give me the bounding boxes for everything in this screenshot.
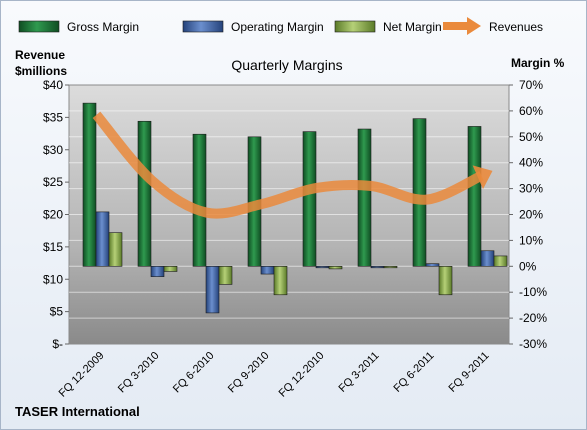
left-tick-label: $30 xyxy=(43,143,63,157)
bar-gross-margin xyxy=(82,102,97,267)
bar-net-margin xyxy=(493,255,508,267)
legend-arrow-swatch xyxy=(467,17,481,35)
bar-operating-margin xyxy=(315,265,330,269)
category-label: FQ 9-2011 xyxy=(447,350,492,395)
bar-operating-margin xyxy=(260,265,275,275)
right-tick-label: -20% xyxy=(519,311,547,325)
bar-gross-margin xyxy=(412,118,427,267)
left-axis-label-line2: $millions xyxy=(15,64,67,78)
right-tick-label: 20% xyxy=(519,208,543,222)
bar-net-margin xyxy=(438,265,453,296)
bar-operating-margin xyxy=(150,265,165,277)
bar-operating-margin xyxy=(370,265,385,269)
left-axis-label-line1: Revenue xyxy=(15,48,65,62)
bar-operating-margin xyxy=(425,263,440,267)
category-label: FQ 6-2010 xyxy=(171,350,217,396)
bar-net-margin xyxy=(163,265,178,272)
chart-title: Quarterly Margins xyxy=(231,57,342,73)
right-tick-label: 60% xyxy=(519,104,543,118)
category-label: FQ 9-2010 xyxy=(226,350,272,396)
category-label: FQ 12-2010 xyxy=(277,350,327,400)
bar-gross-margin xyxy=(302,131,317,267)
bar-net-margin xyxy=(108,232,123,267)
revenue-line xyxy=(92,111,484,219)
left-tick-label: $15 xyxy=(43,240,63,254)
right-tick-label: -10% xyxy=(519,285,547,299)
right-tick-label: 50% xyxy=(519,130,543,144)
bar-gross-margin xyxy=(192,133,207,267)
category-label: FQ 6-2011 xyxy=(392,350,437,395)
bar-net-margin xyxy=(218,265,233,285)
bar-net-margin xyxy=(328,265,343,270)
right-tick-label: 10% xyxy=(519,233,543,247)
left-tick-label: $20 xyxy=(43,208,63,222)
right-tick-label: 30% xyxy=(519,182,543,196)
left-tick-label: $- xyxy=(52,337,63,351)
bar-gross-margin xyxy=(137,120,152,267)
right-tick-label: 0% xyxy=(519,259,537,273)
bar-gross-margin xyxy=(357,128,372,267)
bar-net-margin xyxy=(383,265,398,269)
bar-gross-margin xyxy=(467,126,482,267)
left-tick-label: $5 xyxy=(50,305,64,319)
left-tick-label: $10 xyxy=(43,272,63,286)
revenue-arrowhead xyxy=(472,165,493,190)
left-tick-label: $40 xyxy=(43,78,63,92)
bar-operating-margin xyxy=(95,211,110,267)
bar-operating-margin xyxy=(205,265,220,314)
legend-label: Revenues xyxy=(489,20,543,34)
right-tick-label: 70% xyxy=(519,78,543,92)
right-axis-label: Margin % xyxy=(511,56,565,70)
legend-swatch xyxy=(18,20,60,33)
category-label: FQ 12-2009 xyxy=(57,350,107,400)
legend-swatch xyxy=(334,20,376,33)
company-name: TASER International xyxy=(15,404,140,419)
left-tick-label: $35 xyxy=(43,110,63,124)
category-label: FQ 3-2011 xyxy=(337,350,382,395)
legend-swatch xyxy=(182,20,224,33)
right-tick-label: 40% xyxy=(519,156,543,170)
legend-label: Gross Margin xyxy=(67,20,139,34)
category-label: FQ 3-2010 xyxy=(116,350,162,396)
legend-label: Net Margin xyxy=(383,20,442,34)
bar-net-margin xyxy=(273,265,288,296)
left-tick-label: $25 xyxy=(43,175,63,189)
right-tick-label: -30% xyxy=(519,337,547,351)
bar-operating-margin xyxy=(480,250,495,267)
legend-label: Operating Margin xyxy=(231,20,324,34)
